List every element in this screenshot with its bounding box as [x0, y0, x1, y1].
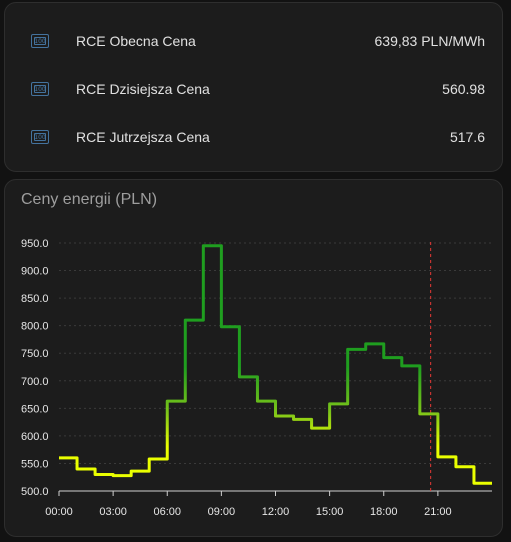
entity-row-rce-jutrzejsza-cena[interactable]: 100 RCE Jutrzejsza Cena 517.6: [5, 126, 502, 150]
y-tick-label: 850.0: [21, 293, 49, 305]
y-tick-label: 800.0: [21, 321, 49, 333]
y-tick-label: 500.0: [21, 486, 49, 498]
x-tick-label: 21:00: [424, 506, 452, 518]
y-tick-label: 550.0: [21, 458, 49, 470]
x-tick-label: 15:00: [316, 506, 344, 518]
entity-name: RCE Jutrzejsza Cena: [76, 129, 210, 145]
y-tick-label: 950.0: [21, 238, 49, 250]
cash-icon: 100: [31, 34, 49, 48]
y-tick-label: 600.0: [21, 431, 49, 443]
entity-row-rce-obecna-cena[interactable]: 100 RCE Obecna Cena 639,83 PLN/MWh: [5, 30, 502, 54]
entity-state: 639,83 PLN/MWh: [374, 33, 486, 49]
entity-name: RCE Dzisiejsza Cena: [76, 81, 210, 97]
price-series-line: [59, 244, 492, 485]
y-tick-label: 650.0: [21, 403, 49, 415]
y-tick-label: 900.0: [21, 266, 49, 278]
cash-icon: 100: [31, 82, 49, 96]
entity-name: RCE Obecna Cena: [76, 33, 196, 49]
x-tick-label: 03:00: [99, 506, 127, 518]
entity-state: 560.98: [442, 81, 485, 97]
y-tick-label: 700.0: [21, 376, 49, 388]
x-tick-label: 18:00: [370, 506, 398, 518]
entity-state: 517.6: [449, 129, 485, 145]
x-tick-label: 12:00: [262, 506, 290, 518]
chart-card: Ceny energii (PLN): [4, 179, 503, 537]
x-tick-label: 06:00: [153, 506, 181, 518]
chart-title: Ceny energii (PLN): [21, 191, 158, 208]
cash-icon: 100: [31, 130, 49, 144]
entities-card: 100 RCE Obecna Cena 639,83 PLN/MWh 100 R…: [4, 2, 503, 172]
y-tick-label: 750.0: [21, 348, 49, 360]
x-tick-label: 00:00: [45, 506, 73, 518]
x-tick-label: 09:00: [208, 506, 236, 518]
entity-row-rce-dzisiejsza-cena[interactable]: 100 RCE Dzisiejsza Cena 560.98: [5, 78, 502, 102]
